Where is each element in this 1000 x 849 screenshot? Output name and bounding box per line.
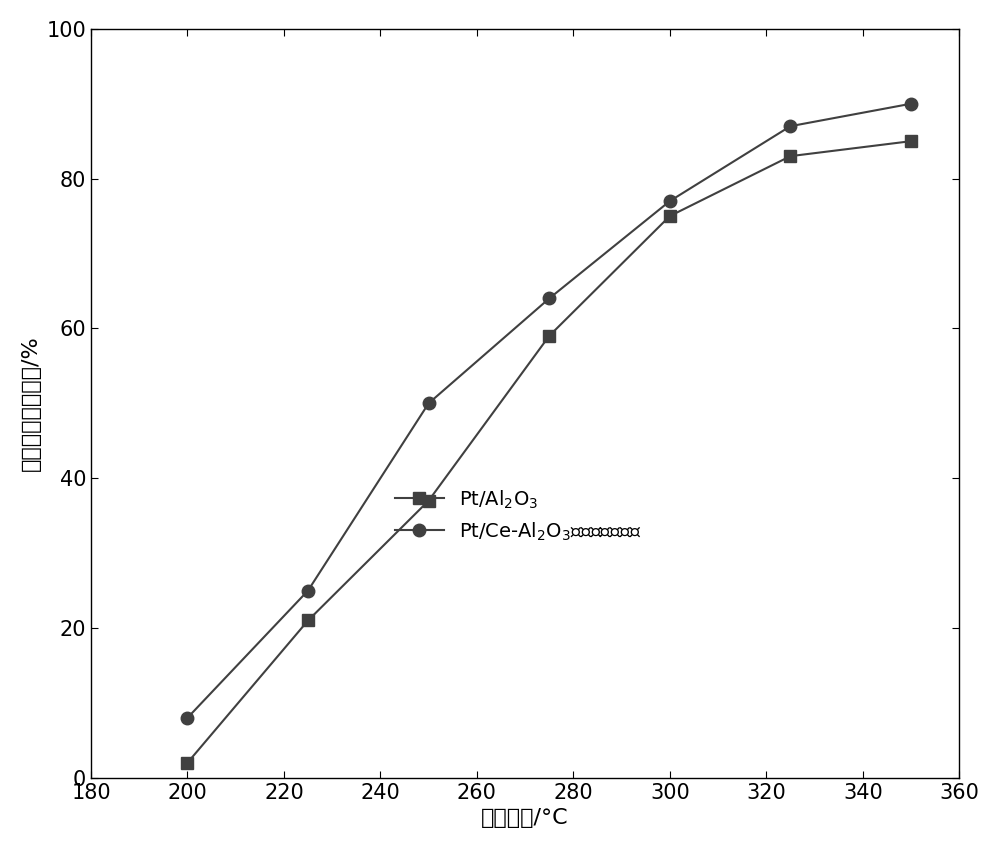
Y-axis label: 甲基环已烷转化率/%: 甲基环已烷转化率/%: [21, 335, 41, 471]
X-axis label: 反应温度/°C: 反应温度/°C: [481, 808, 569, 828]
Legend: Pt/Al$_2$O$_3$, Pt/Ce-Al$_2$O$_3$使用普通管式炉: Pt/Al$_2$O$_3$, Pt/Ce-Al$_2$O$_3$使用普通管式炉: [387, 481, 649, 550]
